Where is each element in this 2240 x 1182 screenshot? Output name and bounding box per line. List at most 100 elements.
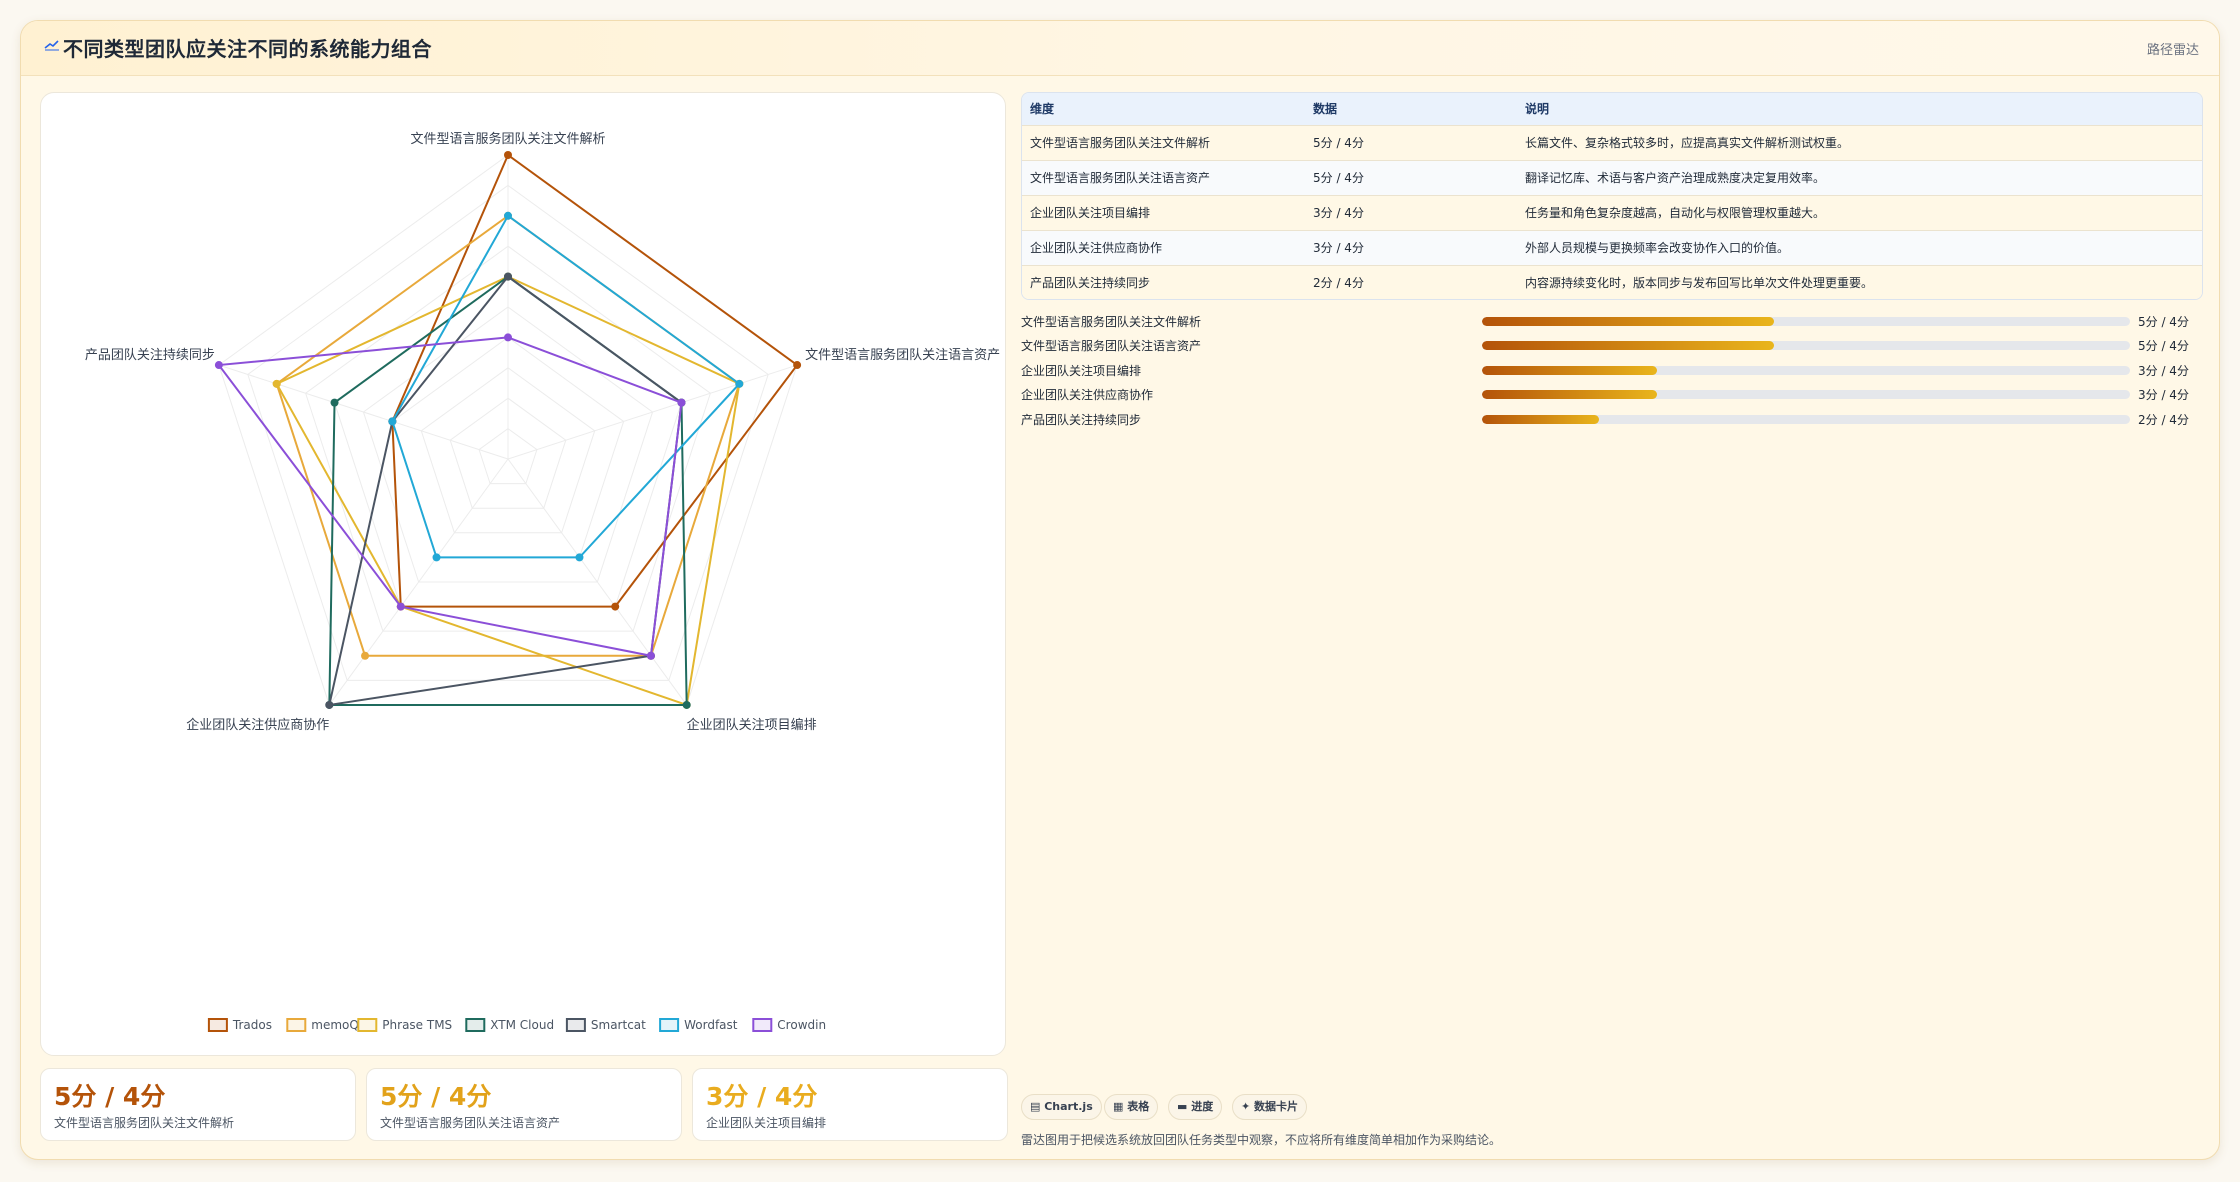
stat-value: 3分 / 4分 [706, 1082, 818, 1111]
series-point [325, 700, 334, 709]
progress-track [1482, 341, 2130, 350]
series-point [432, 553, 441, 562]
progress-value: 3分 / 4分 [2138, 388, 2189, 402]
cell-data: 5分 / 4分 [1305, 159, 1517, 195]
grid-spoke [507, 458, 688, 706]
grid-ring [362, 306, 654, 583]
series-point [504, 333, 512, 342]
series-point [504, 272, 512, 281]
legend-label: Wordfast [684, 1018, 738, 1032]
dimension-table: 维度 数据 说明 文件型语言服务团队关注文件解析 5分 / 4分 长篇文件、复杂… [1021, 92, 2203, 300]
stat-value: 5分 / 4分 [380, 1082, 492, 1111]
series-point [735, 379, 744, 388]
progress-fill [1482, 390, 1657, 399]
column-header-note: 说明 [1525, 102, 1550, 117]
tag-label: 表格 [1127, 1100, 1150, 1113]
cell-dimension: 产品团队关注持续同步 [1022, 264, 1305, 299]
stat-card-file-parsing: 5分 / 4分 文件型语言服务团队关注文件解析 [40, 1068, 356, 1141]
axis-label: 文件型语言服务团队关注语言资产 [805, 347, 1000, 363]
table-header-row: 维度 数据 说明 [1022, 93, 2202, 125]
footnote: 雷达图用于把候选系统放回团队任务类型中观察，不应将所有维度简单相加作为采购结论。 [1021, 1133, 1502, 1147]
legend-label: XTM Cloud [490, 1018, 554, 1032]
cell-note: 任务量和角色复杂度越高，自动化与权限管理权重越大。 [1517, 194, 2202, 230]
legend-swatch [565, 1018, 586, 1032]
axis-label: 企业团队关注项目编排 [687, 717, 817, 733]
radar-path-label: 路径雷达 [2146, 43, 2199, 58]
progress-fill [1482, 317, 1774, 326]
series-point [396, 602, 405, 611]
legend-swatch [659, 1018, 680, 1032]
column-header-dimension: 维度 [1030, 102, 1055, 117]
progress-value: 5分 / 4分 [2138, 339, 2189, 353]
grid-ring [247, 184, 769, 681]
progress-track [1482, 415, 2130, 424]
legend-label: Smartcat [591, 1018, 646, 1032]
progress-track [1482, 317, 2130, 326]
stat-label: 企业团队关注项目编排 [706, 1116, 827, 1130]
legend-label: Trados [232, 1018, 272, 1032]
radar-chart: 文件型语言服务团队关注文件解析文件型语言服务团队关注语言资产企业团队关注项目编排… [85, 131, 1000, 1032]
progress-track [1482, 390, 2130, 399]
page-title: 不同类型团队应关注不同的系统能力组合 [63, 37, 432, 61]
progress-label: 企业团队关注项目编排 [1021, 364, 1142, 378]
series-line [217, 336, 683, 657]
table-row: 企业团队关注供应商协作 3分 / 4分 外部人员规模与更换频率会改变协作入口的价… [1022, 229, 2202, 265]
legend-swatch [752, 1018, 773, 1032]
series-point [677, 398, 686, 407]
table-row: 文件型语言服务团队关注文件解析 5分 / 4分 长篇文件、复杂格式较多时，应提高… [1022, 124, 2202, 160]
legend-label: Crowdin [777, 1018, 826, 1032]
radar-chart-card: 文件型语言服务团队关注文件解析 文件型语言服务团队关注语言资产 企业团队关注项目编排… [40, 92, 1006, 1056]
progress-fill [1482, 366, 1657, 375]
series-line [275, 275, 741, 707]
series-point [388, 417, 397, 426]
cell-note: 翻译记忆库、术语与客户资产治理成熟度决定复用效率。 [1517, 159, 2202, 195]
progress-row: 企业团队关注项目编排 3分 / 4分 [1021, 360, 2203, 380]
axis-label: 产品团队关注持续同步 [85, 348, 215, 363]
series-point [682, 700, 691, 709]
series-line [391, 214, 741, 559]
table-row: 产品团队关注持续同步 2分 / 4分 内容源持续变化时，版本同步与发布回写比单次… [1022, 264, 2202, 299]
series-point [361, 651, 370, 660]
tag-label: 进度 [1191, 1100, 1214, 1113]
stat-card-project-orchestration: 3分 / 4分 企业团队关注项目编排 [692, 1068, 1008, 1141]
tag-chartjs[interactable]: ▤ Chart.js [1021, 1094, 1102, 1120]
stat-card-language-assets: 5分 / 4分 文件型语言服务团队关注语言资产 [366, 1068, 682, 1141]
grid-spoke [507, 364, 798, 460]
cell-dimension: 文件型语言服务团队关注语言资产 [1022, 159, 1305, 195]
series-point [611, 602, 620, 611]
series-point [504, 211, 512, 220]
series-point [214, 361, 223, 370]
legend-swatch [207, 1018, 228, 1032]
progress-value: 3分 / 4分 [2138, 364, 2189, 378]
tag-progress[interactable]: ▬ 进度 [1168, 1094, 1223, 1120]
progress-fill [1482, 415, 1599, 424]
grid-spoke [218, 364, 509, 460]
grid-ring [305, 245, 711, 632]
series-point [272, 379, 281, 388]
cell-note: 外部人员规模与更换频率会改变协作入口的价值。 [1517, 229, 2202, 265]
cell-data: 3分 / 4分 [1305, 229, 1517, 265]
table-row: 企业团队关注项目编排 3分 / 4分 任务量和角色复杂度越高，自动化与权限管理权… [1022, 194, 2202, 230]
stat-label: 文件型语言服务团队关注文件解析 [54, 1116, 235, 1130]
cell-data: 3分 / 4分 [1305, 194, 1517, 230]
grid-ring [449, 397, 567, 509]
main-panel: 不同类型团队应关注不同的系统能力组合 路径雷达 文件型语言服务团队关注文件解析 文… [20, 20, 2220, 1160]
series-point [575, 553, 584, 562]
cell-data: 5分 / 4分 [1305, 124, 1517, 160]
chart-icon: ▤ [1030, 1100, 1045, 1113]
tag-data-card[interactable]: ✦ 数据卡片 [1232, 1094, 1308, 1120]
stat-label: 文件型语言服务团队关注语言资产 [380, 1116, 561, 1130]
series-line [391, 153, 799, 608]
legend-label: memoQ [311, 1018, 359, 1032]
legend-swatch [465, 1018, 486, 1032]
legend-swatch [357, 1018, 378, 1032]
table-row: 文件型语言服务团队关注语言资产 5分 / 4分 翻译记忆库、术语与客户资产治理成… [1022, 159, 2202, 195]
progress-row: 文件型语言服务团队关注语言资产 5分 / 4分 [1021, 335, 2203, 355]
card-icon: ✦ [1241, 1100, 1255, 1113]
series-line [328, 275, 683, 707]
table-icon: ▦ [1113, 1100, 1128, 1113]
series-point [330, 398, 339, 407]
progress-fill [1482, 341, 1774, 350]
tag-table[interactable]: ▦ 表格 [1104, 1094, 1159, 1120]
panel-header: 不同类型团队应关注不同的系统能力组合 路径雷达 [21, 21, 2219, 76]
